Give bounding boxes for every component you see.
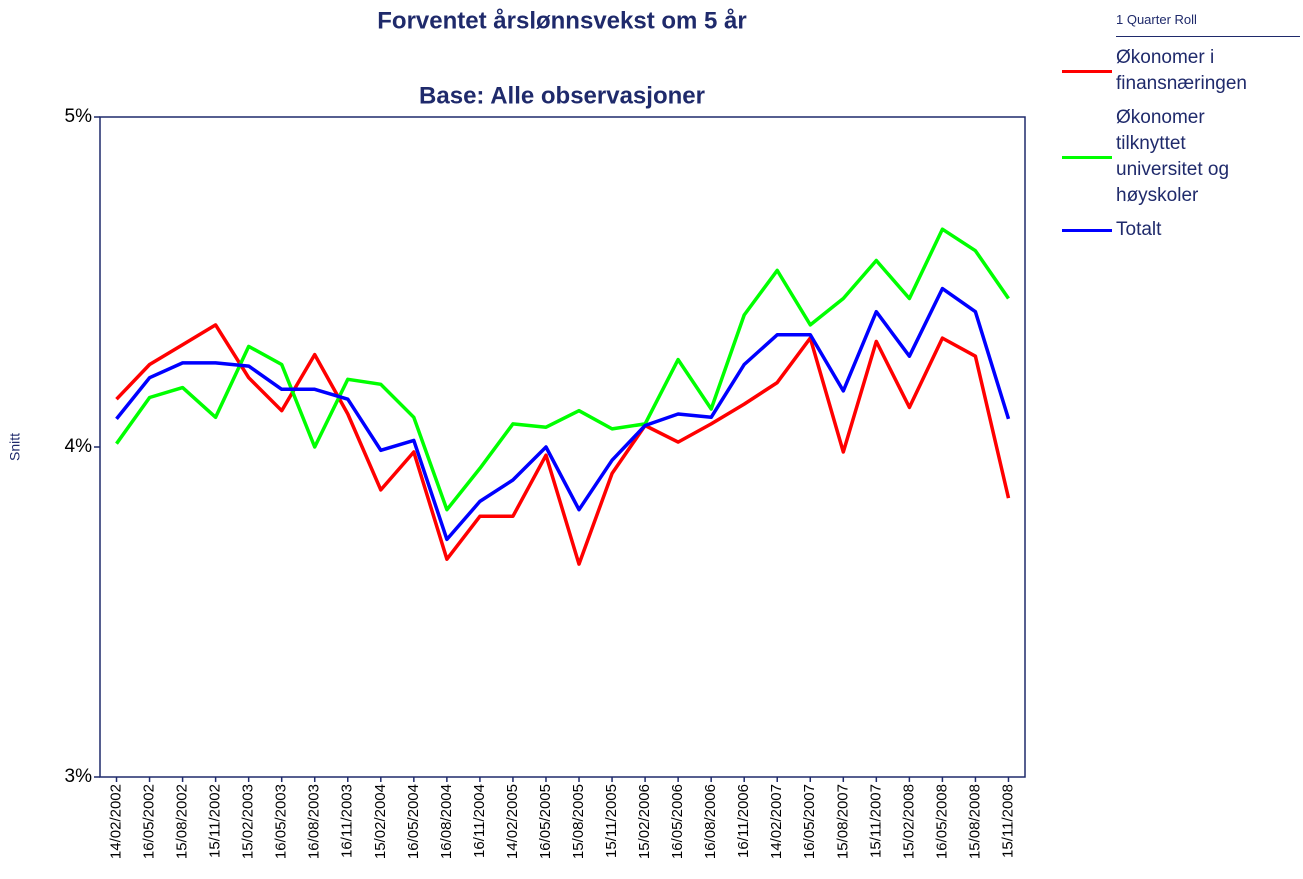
y-axis-label: Snitt [7,433,23,461]
x-tick-label: 15/02/2008 [900,784,917,859]
x-tick-label: 14/02/2005 [504,784,521,859]
y-tick-label: 3% [65,766,93,787]
legend-label: Økonomer i finansnæringen [1116,47,1247,94]
x-tick-label: 14/02/2002 [107,784,124,859]
legend-entry: Økonomer tilknyttet universitet og høysk… [1060,105,1300,209]
plot-area [99,116,1026,778]
x-tick-label: 16/05/2006 [669,784,686,859]
x-tick-label: 16/05/2008 [933,784,950,859]
x-tick-label: 15/08/2005 [570,784,587,859]
x-tick-label: 16/05/2004 [405,784,422,859]
legend-label: Totalt [1116,219,1162,240]
x-tick-label: 16/11/2003 [339,784,356,858]
y-tick-label: 4% [65,436,93,457]
legend-title: 1 Quarter Roll [1116,8,1300,37]
x-tick-label: 15/11/2002 [207,784,224,858]
series-line [115,227,1010,512]
x-tick-label: 15/02/2003 [240,784,257,859]
x-tick-label: 15/11/2008 [999,784,1016,858]
x-tick-label: 15/02/2004 [372,784,389,859]
x-tick-label: 14/02/2007 [768,784,785,859]
chart-title: Forventet årslønnsvekst om 5 år [377,7,746,34]
legend-entry: Økonomer i finansnæringen [1060,45,1300,97]
x-tick-label: 16/05/2007 [801,784,818,859]
chart-subtitle: Base: Alle observasjoner [419,82,705,109]
legend-swatch [1062,70,1112,73]
x-tick-label: 15/08/2008 [966,784,983,859]
x-tick-label: 16/08/2004 [438,784,455,859]
x-tick-label: 16/08/2003 [306,784,323,859]
legend-swatch [1062,229,1112,232]
x-tick-label: 16/08/2006 [702,784,719,859]
legend-entry: Totalt [1060,217,1300,243]
legend-label: Økonomer tilknyttet universitet og høysk… [1116,107,1230,206]
x-tick-label: 15/02/2006 [636,784,653,859]
x-tick-label: 15/08/2002 [174,784,191,859]
x-tick-label: 15/11/2005 [603,784,620,858]
legend-swatch [1062,156,1112,159]
y-tick-label: 5% [65,106,93,127]
series-line [115,323,1011,566]
x-tick-label: 16/05/2005 [537,784,554,859]
x-tick-label: 16/11/2004 [471,784,488,858]
x-tick-label: 16/05/2003 [273,784,290,859]
x-tick-label: 16/05/2002 [141,784,158,859]
x-tick-label: 15/11/2007 [867,784,884,858]
x-tick-label: 16/11/2006 [735,784,752,858]
series-line [115,286,1011,542]
x-tick-label: 15/08/2007 [834,784,851,859]
legend: 1 Quarter Roll Økonomer i finansnæringen… [1060,8,1300,243]
